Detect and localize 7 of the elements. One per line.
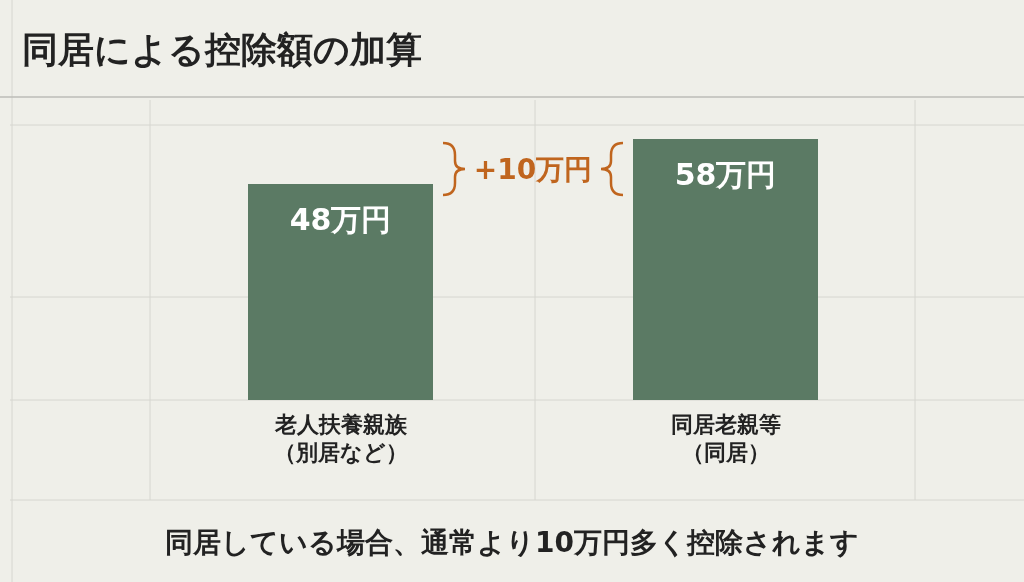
annotation: +10万円 bbox=[473, 153, 593, 186]
data-label: 48万円 bbox=[289, 202, 392, 237]
chart-title: 同居による控除額の加算 bbox=[22, 29, 422, 70]
text: 同居している場合、通常より10万円多く控除されます bbox=[165, 526, 859, 559]
x-tick-label: 同居老親等（同居） bbox=[670, 412, 781, 465]
data-label: 58万円 bbox=[674, 157, 777, 192]
x-tick-label: 老人扶養親族（別居など） bbox=[273, 412, 408, 465]
